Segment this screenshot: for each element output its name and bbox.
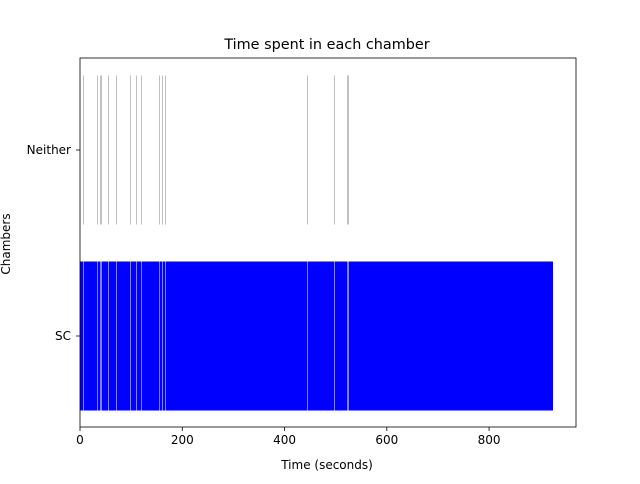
bar-segment-sc	[83, 261, 98, 411]
bar-segment-neither	[141, 75, 142, 225]
bar-segment-sc	[130, 261, 136, 411]
y-tick-label: Neither	[27, 143, 71, 157]
bar-segment-neither	[97, 75, 99, 225]
bar-segment-sc	[109, 261, 117, 411]
series-sc	[80, 261, 553, 411]
bar-segment-neither	[100, 75, 102, 225]
bar-segment-neither	[334, 75, 335, 225]
bar-segment-sc	[348, 261, 553, 411]
bar-segment-neither	[130, 75, 131, 225]
bar-segment-neither	[99, 75, 101, 225]
x-tick-label: 600	[375, 433, 398, 447]
bar-segment-sc	[162, 261, 165, 411]
bar-segment-neither	[159, 75, 161, 225]
x-tick-label: 200	[171, 433, 194, 447]
y-tick-label: SC	[55, 329, 71, 343]
bar-segment-sc	[136, 261, 142, 411]
bar-segment-neither	[83, 75, 84, 225]
bar-segment-neither	[135, 75, 137, 225]
bar-segment-sc	[334, 261, 348, 411]
x-axis-label: Time (seconds)	[280, 458, 373, 472]
bar-segment-neither	[347, 75, 348, 225]
plot-area: 0 200 400 600 800 SC Neither	[27, 57, 577, 447]
bar-segment-sc	[80, 261, 84, 411]
bar-segment-sc	[101, 261, 109, 411]
bar-segment-sc	[141, 261, 160, 411]
x-tick-label: 0	[76, 433, 84, 447]
bar-segment-sc	[347, 261, 349, 411]
bar-segment-sc	[116, 261, 131, 411]
bar-segment-neither	[164, 75, 166, 225]
bar-segment-neither	[108, 75, 110, 225]
series-neither	[83, 75, 349, 225]
bar-segment-neither	[348, 75, 349, 225]
y-axis-label: Chambers	[0, 213, 13, 274]
bar-segment-sc	[100, 261, 101, 411]
x-tick-label: 400	[273, 433, 296, 447]
bar-segment-neither	[116, 75, 117, 225]
bar-segment-sc	[98, 261, 100, 411]
x-tick-label: 800	[478, 433, 501, 447]
bar-segment-neither	[307, 75, 308, 225]
axes-frame	[79, 57, 577, 428]
chart-title: Time spent in each chamber	[223, 37, 429, 53]
bar-segment-sc	[165, 261, 308, 411]
bar-segment-sc	[307, 261, 335, 411]
bar-segment-neither	[161, 75, 163, 225]
bar-segment-sc	[160, 261, 162, 411]
